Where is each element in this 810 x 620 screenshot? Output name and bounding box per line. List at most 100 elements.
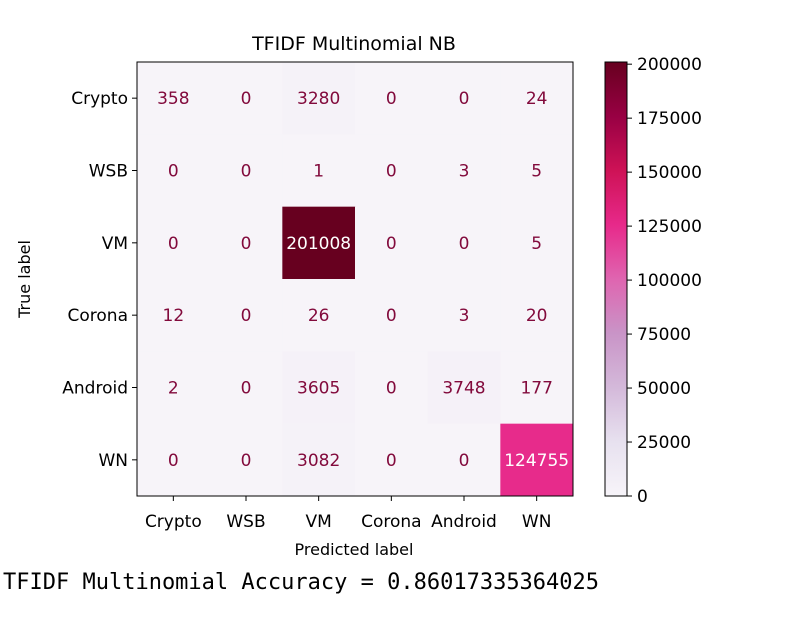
heatmap-cell: [355, 279, 429, 352]
heatmap-cell: [137, 423, 211, 497]
cell-value-label: 3748: [442, 379, 485, 399]
heatmap-cell: [427, 134, 501, 208]
cell-value-label: 0: [168, 162, 179, 182]
cell-value-label: 0: [386, 451, 397, 471]
x-tick-label: Corona: [361, 512, 421, 532]
x-axis-label: Predicted label: [295, 540, 414, 559]
heatmap-cell: [500, 351, 574, 425]
cell-value-label: 0: [459, 234, 470, 254]
cell-value-label: 0: [241, 234, 252, 254]
cell-value-label: 5: [531, 162, 542, 182]
heatmap-cell: [500, 279, 574, 352]
heatmap-cell: [427, 279, 501, 352]
heatmap-cell: [209, 62, 283, 135]
heatmap-cell: [282, 279, 356, 352]
cell-value-label: 3: [459, 162, 470, 182]
y-tick-label: VM: [102, 234, 128, 254]
cell-value-label: 2: [168, 379, 179, 399]
heatmap-cell: [282, 134, 356, 208]
y-tick-label: Corona: [68, 306, 128, 326]
cell-value-label: 0: [386, 306, 397, 326]
x-tick-label: Crypto: [145, 512, 202, 532]
cell-value-label: 3280: [297, 89, 340, 109]
cell-value-label: 201008: [286, 234, 351, 254]
heatmap-cell: [137, 206, 211, 280]
heatmap-cell: [282, 423, 356, 497]
heatmap-cell: [209, 134, 283, 208]
heatmap-cell: [282, 206, 356, 280]
heatmap-cell: [500, 423, 574, 497]
y-tick-label: WSB: [89, 162, 128, 182]
cell-value-label: 26: [308, 306, 330, 326]
cell-value-label: 20: [526, 306, 548, 326]
chart-title: TFIDF Multinomial NB: [251, 33, 456, 55]
heatmap-cell: [500, 134, 574, 208]
cell-value-label: 177: [520, 379, 552, 399]
x-tick-label: WN: [522, 512, 552, 532]
cell-value-label: 5: [531, 234, 542, 254]
colorbar-tick-label: 50000: [637, 379, 691, 399]
heatmap-cell: [137, 351, 211, 425]
x-tick-label: VM: [306, 512, 332, 532]
heatmap-cell: [137, 279, 211, 352]
heatmap-cell: [427, 351, 501, 425]
cell-value-label: 0: [241, 379, 252, 399]
heatmap-cell: [137, 134, 211, 208]
heatmap-cell: [209, 351, 283, 425]
heatmap-cell: [427, 423, 501, 497]
plot-frame: [136, 61, 574, 497]
heatmap-cell: [355, 351, 429, 425]
cell-value-label: 3605: [297, 379, 340, 399]
y-tick-label: Android: [62, 379, 128, 399]
heatmap-cell: [355, 206, 429, 280]
colorbar-tick-label: 0: [637, 487, 648, 507]
heatmap-cell: [355, 134, 429, 208]
cell-value-label: 0: [386, 89, 397, 109]
heatmap-cell: [355, 423, 429, 497]
heatmap-cell: [427, 62, 501, 135]
cell-value-label: 0: [241, 306, 252, 326]
heatmap-cell: [500, 206, 574, 280]
heatmap-cell: [209, 423, 283, 497]
cell-value-label: 0: [459, 89, 470, 109]
colorbar-tick-label: 25000: [637, 433, 691, 453]
cell-value-label: 0: [459, 451, 470, 471]
heatmap-cell: [500, 62, 574, 135]
cell-value-label: 124755: [504, 451, 569, 471]
cell-value-label: 0: [241, 162, 252, 182]
heatmap-cell: [209, 279, 283, 352]
cell-value-label: 0: [386, 234, 397, 254]
cell-value-label: 1: [313, 162, 324, 182]
heatmap-cell: [427, 206, 501, 280]
heatmap-cell: [282, 351, 356, 425]
colorbar-tick-label: 175000: [637, 109, 702, 129]
colorbar-tick-label: 100000: [637, 271, 702, 291]
heatmap-cell: [209, 206, 283, 280]
heatmap-cell: [355, 62, 429, 135]
cell-value-label: 0: [386, 379, 397, 399]
y-axis-label: True label: [15, 240, 34, 319]
accuracy-text: TFIDF Multinomial Accuracy = 0.860173353…: [3, 570, 600, 595]
y-tick-label: WN: [98, 451, 128, 471]
cell-value-label: 24: [526, 89, 548, 109]
colorbar-tick-label: 125000: [637, 217, 702, 237]
cell-value-label: 12: [163, 306, 185, 326]
cell-value-label: 0: [386, 162, 397, 182]
colorbar-tick-label: 75000: [637, 325, 691, 345]
colorbar-tick-label: 150000: [637, 163, 702, 183]
cell-value-label: 0: [168, 451, 179, 471]
cell-value-label: 3082: [297, 451, 340, 471]
cell-value-label: 358: [157, 89, 189, 109]
heatmap-cell: [137, 62, 211, 135]
cell-value-label: 3: [459, 306, 470, 326]
cell-value-label: 0: [241, 451, 252, 471]
colorbar: [604, 61, 628, 497]
cell-value-label: 0: [168, 234, 179, 254]
y-tick-label: Crypto: [71, 89, 128, 109]
x-tick-label: WSB: [226, 512, 265, 532]
x-tick-label: Android: [431, 512, 497, 532]
heatmap-cell: [282, 62, 356, 135]
cell-value-label: 0: [241, 89, 252, 109]
colorbar-tick-label: 200000: [637, 55, 702, 75]
